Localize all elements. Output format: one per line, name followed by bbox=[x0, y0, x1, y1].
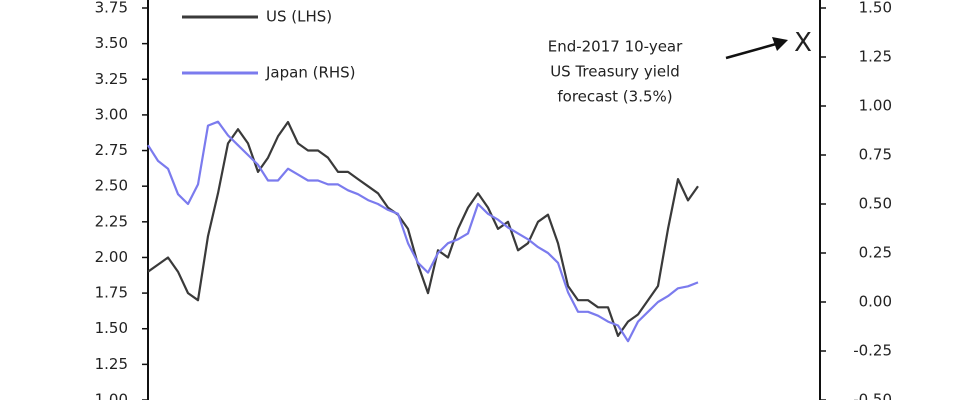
y2-tick-label: 1.25 bbox=[859, 48, 892, 66]
forecast-marker: X bbox=[794, 28, 812, 58]
y-tick-label: 1.75 bbox=[95, 284, 128, 302]
series-line bbox=[147, 120, 699, 337]
legend-label: US (LHS) bbox=[266, 8, 332, 26]
y-tick-label: 3.75 bbox=[95, 0, 128, 17]
y2-tick-label: 1.00 bbox=[859, 97, 892, 115]
annotation-text: forecast (3.5%) bbox=[557, 88, 672, 106]
y2-tick-label: -0.50 bbox=[853, 391, 892, 400]
annotation-text: US Treasury yield bbox=[550, 63, 680, 81]
y-tick-label: 2.75 bbox=[95, 141, 128, 159]
y-tick-label: 2.50 bbox=[95, 177, 128, 195]
y-tick-label: 1.50 bbox=[95, 319, 128, 337]
y2-tick-label: 0.75 bbox=[859, 146, 892, 164]
y-tick-label: 2.00 bbox=[95, 248, 128, 266]
legend-label: Japan (RHS) bbox=[265, 64, 356, 82]
y2-tick-label: -0.25 bbox=[853, 342, 892, 360]
y2-tick-label: 1.50 bbox=[859, 0, 892, 17]
y2-tick-label: 0.00 bbox=[859, 293, 892, 311]
y2-tick-label: 0.25 bbox=[859, 244, 892, 262]
y-tick-label: 1.25 bbox=[95, 355, 128, 373]
y2-tick-label: 0.50 bbox=[859, 195, 892, 213]
y-tick-label: 3.25 bbox=[95, 70, 128, 88]
annotation-text: End-2017 10-year bbox=[548, 38, 683, 56]
y-tick-label: 3.50 bbox=[95, 34, 128, 52]
y-tick-label: 1.00 bbox=[95, 391, 128, 400]
series-line bbox=[147, 120, 699, 343]
y-tick-label: 2.25 bbox=[95, 212, 128, 230]
y-tick-label: 3.00 bbox=[95, 105, 128, 123]
arrow-head bbox=[772, 37, 788, 51]
annotation-arrow bbox=[725, 42, 777, 60]
